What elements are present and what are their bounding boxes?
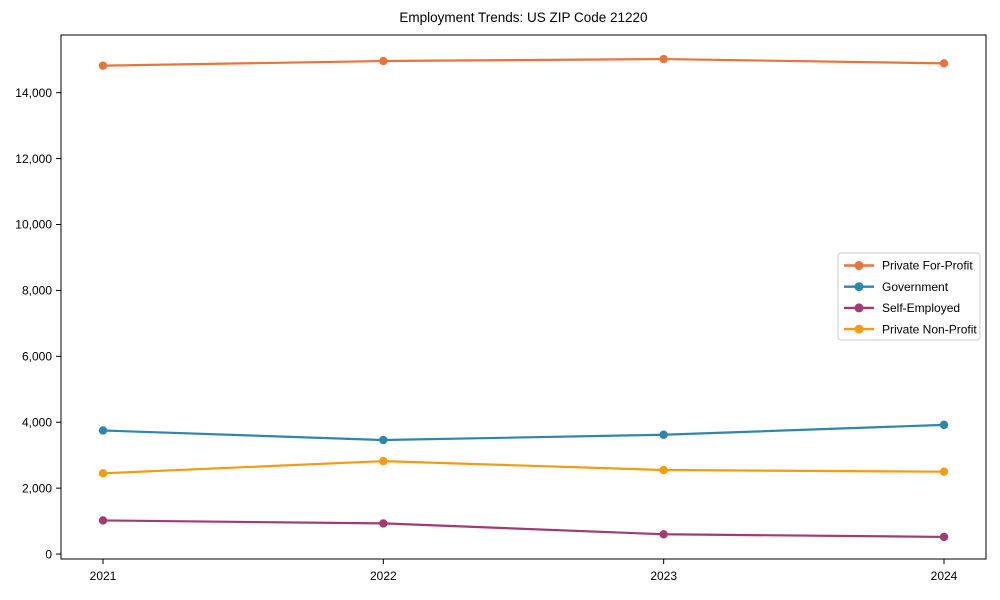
y-tick-label: 12,000 <box>15 152 52 166</box>
legend-item-private-non-profit: Private Non-Profit <box>844 322 977 336</box>
legend-label: Government <box>882 280 949 294</box>
series-marker-government <box>379 435 388 445</box>
series-government <box>98 420 949 445</box>
y-tick-label: 8,000 <box>22 284 52 298</box>
y-axis: 0 2,000 4,000 6,000 8,000 10,000 12,000 14,000 <box>15 86 61 561</box>
y-tick-label: 0 <box>45 547 52 561</box>
x-tick-label: 2022 <box>370 569 397 583</box>
y-tick-label: 2,000 <box>22 481 52 495</box>
series-marker-self-employed <box>379 519 388 528</box>
legend-swatch-marker <box>854 303 864 313</box>
series-marker-private-for-profit <box>659 54 668 64</box>
legend-label: Private For-Profit <box>882 259 973 273</box>
series-marker-private-non-profit <box>659 465 668 475</box>
series-marker-private-for-profit <box>939 59 949 68</box>
series-marker-self-employed <box>659 530 668 539</box>
series-marker-government <box>98 426 108 435</box>
series-marker-private-for-profit <box>98 61 108 70</box>
legend-swatch-marker <box>854 324 864 334</box>
x-tick-label: 2023 <box>650 569 677 583</box>
series-line-government <box>101 423 946 442</box>
y-tick-label: 10,000 <box>15 218 52 232</box>
y-tick-label: 14,000 <box>15 86 52 100</box>
y-tick-label: 4,000 <box>22 415 52 429</box>
series-private-non-profit <box>98 456 949 478</box>
legend-swatch-marker <box>854 282 864 292</box>
series-marker-private-non-profit <box>379 456 388 466</box>
x-tick-label: 2024 <box>931 569 958 583</box>
legend: Private For-Profit Government Self-Employe… <box>837 252 981 341</box>
legend-label: Self-Employed <box>882 301 960 315</box>
series-marker-self-employed <box>939 532 949 542</box>
legend-swatch-marker <box>854 261 864 270</box>
series-marker-self-employed <box>98 516 108 525</box>
x-axis: 2021 2022 2023 2024 <box>90 559 958 583</box>
series-marker-private-non-profit <box>98 469 108 478</box>
series-line-private-for-profit <box>101 57 946 67</box>
series-line-private-non-profit <box>101 460 946 475</box>
chart-title: Employment Trends: US ZIP Code 21220 <box>399 10 648 25</box>
series-marker-private-for-profit <box>379 56 388 66</box>
legend-item-government: Government <box>844 280 949 294</box>
series-self-employed <box>98 516 949 542</box>
series-private-for-profit <box>98 54 949 70</box>
plot-border <box>60 34 987 560</box>
legend-label: Private Non-Profit <box>882 322 977 336</box>
series-marker-government <box>659 430 668 439</box>
series-line-self-employed <box>101 519 946 539</box>
legend-box <box>837 252 981 341</box>
legend-item-private-for-profit: Private For-Profit <box>844 259 973 273</box>
y-tick-label: 6,000 <box>22 350 52 364</box>
legend-item-self-employed: Self-Employed <box>844 301 960 315</box>
x-tick-label: 2021 <box>90 569 117 583</box>
series-marker-government <box>939 420 949 430</box>
series-marker-private-non-profit <box>939 467 949 476</box>
